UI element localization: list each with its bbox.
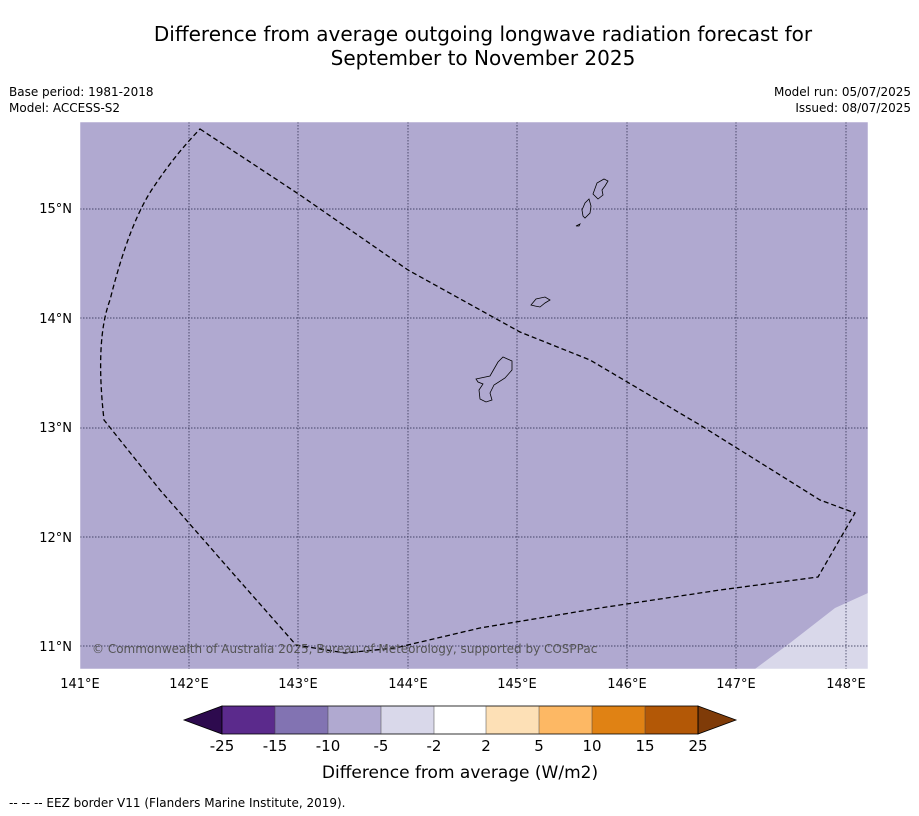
copyright-text: © Commonwealth of Australia 2025, Bureau… — [92, 642, 597, 656]
model-text: Model: ACCESS-S2 — [9, 101, 121, 115]
anomaly-region — [755, 593, 868, 669]
lat-label: 15°N — [39, 202, 72, 217]
issued-text: Issued: 08/07/2025 — [795, 101, 911, 115]
island-aguijan — [575, 223, 581, 227]
colorbar-segment — [486, 706, 539, 734]
meta-right: Model run: 05/07/2025 Issued: 08/07/2025 — [774, 84, 911, 116]
colorbar-segment — [434, 706, 486, 734]
colorbar-label: Difference from average (W/m2) — [322, 763, 598, 783]
colorbar-segment — [222, 706, 275, 734]
lon-label: 143°E — [278, 677, 318, 692]
meta-left: Base period: 1981-2018 Model: ACCESS-S2 — [9, 84, 154, 116]
map-title: Difference from average outgoing longwav… — [0, 22, 919, 70]
colorbar-segment — [275, 706, 328, 734]
map-frame — [79, 121, 869, 670]
lat-label: 13°N — [39, 421, 72, 436]
title-line-1: Difference from average outgoing longwav… — [153, 22, 813, 46]
colorbar-tick: -10 — [316, 737, 341, 755]
lon-label: 141°E — [60, 677, 100, 692]
lon-label: 147°E — [716, 677, 756, 692]
colorbar-extend-high — [697, 705, 738, 735]
colorbar-segment — [328, 706, 381, 734]
map-gridlines — [80, 122, 868, 669]
island-rota — [530, 296, 551, 308]
lon-label: 146°E — [607, 677, 647, 692]
lat-label: 12°N — [39, 531, 72, 546]
island-tinian — [581, 198, 592, 219]
colorbar-tick: -15 — [263, 737, 288, 755]
lat-label: 14°N — [39, 312, 72, 327]
model-run-text: Model run: 05/07/2025 — [773, 85, 911, 99]
colorbar: -25 -15 -10 -5 -2 2 5 10 15 25 Differenc… — [182, 705, 738, 783]
lon-label: 144°E — [388, 677, 428, 692]
colorbar-tick: -5 — [374, 737, 389, 755]
title-line-2: September to November 2025 — [330, 46, 636, 70]
colorbar-tick: -25 — [210, 737, 235, 755]
lon-label: 145°E — [497, 677, 537, 692]
eez-legend-text: -- -- -- EEZ border V11 (Flanders Marine… — [9, 796, 346, 810]
colorbar-segment — [645, 706, 698, 734]
colorbar-tick: 15 — [635, 737, 654, 755]
lon-label: 142°E — [169, 677, 209, 692]
colorbar-segment — [539, 706, 592, 734]
islands — [475, 178, 609, 403]
colorbar-tick: 2 — [481, 737, 491, 755]
lon-label: 148°E — [826, 677, 866, 692]
colorbar-segment — [381, 706, 434, 734]
lat-label: 11°N — [39, 640, 72, 655]
island-guam — [475, 356, 513, 403]
colorbar-tick: -2 — [427, 737, 442, 755]
colorbar-tick: 25 — [688, 737, 707, 755]
colorbar-frame — [221, 705, 699, 735]
colorbar-tick: 10 — [582, 737, 601, 755]
colorbar-tick: 5 — [534, 737, 544, 755]
map-figure: © Commonwealth of Australia 2025, Bureau… — [39, 121, 869, 783]
map-area — [80, 122, 868, 669]
colorbar-extend-low — [182, 705, 223, 735]
colorbar-segment — [592, 706, 645, 734]
island-saipan — [592, 178, 609, 200]
base-period-text: Base period: 1981-2018 — [9, 85, 154, 99]
